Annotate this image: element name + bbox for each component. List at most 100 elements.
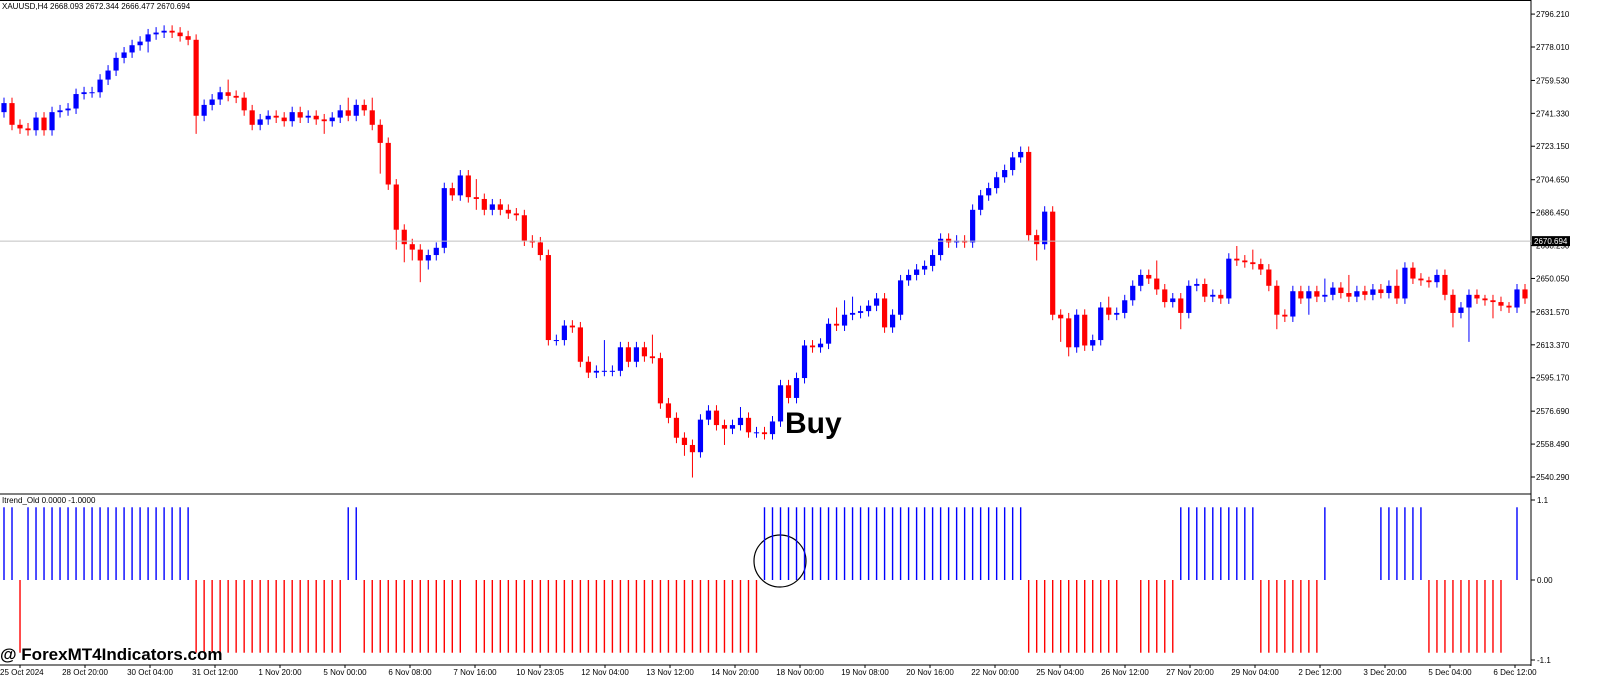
candle-body xyxy=(81,92,87,95)
candle-body xyxy=(569,325,575,328)
candle-body xyxy=(665,403,672,418)
candle-body xyxy=(1434,274,1440,283)
y-tick-label: 2613.370 xyxy=(1536,341,1570,350)
x-tick-label: 27 Nov 20:00 xyxy=(1166,668,1214,677)
candle-body xyxy=(1,103,7,113)
candle-body xyxy=(1130,285,1136,301)
candle-body xyxy=(1258,264,1264,270)
current-price-box xyxy=(1532,236,1570,247)
candle-body xyxy=(593,370,599,373)
candle-body xyxy=(217,92,223,100)
candle-body xyxy=(25,128,31,131)
x-tick-label: 12 Nov 04:00 xyxy=(581,668,629,677)
candle-body xyxy=(1522,289,1528,299)
candle-body xyxy=(313,115,319,120)
candle-body xyxy=(481,198,487,210)
x-tick-label: 14 Nov 20:00 xyxy=(711,668,759,677)
candle-body xyxy=(777,385,784,422)
candle-body xyxy=(857,311,864,313)
candle-body xyxy=(889,314,896,328)
candle-body xyxy=(1170,298,1176,303)
candle-body xyxy=(409,244,415,250)
candle-body xyxy=(673,417,680,438)
candle-body xyxy=(609,370,615,372)
candle-body xyxy=(505,209,511,214)
candle-body xyxy=(1514,289,1520,308)
x-tick-label: 22 Nov 00:00 xyxy=(971,668,1019,677)
candle-body xyxy=(1306,291,1312,299)
candle-body xyxy=(617,347,624,371)
candle-body xyxy=(417,249,423,261)
candle-body xyxy=(41,117,47,131)
candle-body xyxy=(257,119,263,125)
candle-body xyxy=(1466,294,1472,308)
candle-body xyxy=(89,92,95,94)
x-tick-label: 31 Oct 12:00 xyxy=(192,668,238,677)
candle-body xyxy=(657,358,664,404)
candle-body xyxy=(561,325,567,341)
candle-body xyxy=(994,177,1000,189)
candle-body xyxy=(833,323,840,326)
candle-body xyxy=(785,385,792,398)
y-tick-label: 2796.210 xyxy=(1536,10,1570,19)
candle-body xyxy=(321,119,327,122)
candle-body xyxy=(385,142,391,185)
candle-body xyxy=(233,95,239,98)
candle-body xyxy=(849,312,856,315)
candle-body xyxy=(209,99,215,105)
candle-body xyxy=(729,425,736,429)
candle-body xyxy=(841,314,848,326)
x-tick-label: 18 Nov 00:00 xyxy=(776,668,824,677)
indicator-tick-label: 1.1 xyxy=(1537,496,1549,505)
candle-body xyxy=(1322,294,1328,297)
x-tick-label: 2 Dec 12:00 xyxy=(1298,668,1342,677)
current-price-label: 2670.694 xyxy=(1534,237,1568,246)
candle-body xyxy=(457,175,463,196)
candle-body xyxy=(489,204,495,210)
watermark: @ ForexMT4Indicators.com xyxy=(0,645,223,664)
candle-body xyxy=(401,229,407,245)
candle-body xyxy=(1474,294,1480,299)
x-tick-label: 5 Dec 04:00 xyxy=(1428,668,1472,677)
candle-body xyxy=(1194,283,1200,286)
candle-body xyxy=(433,247,439,256)
candle-body xyxy=(801,345,808,379)
marks: 2796.210 2778.010 2759.530 2741.330 2723.150… xyxy=(0,10,1570,677)
candle-body xyxy=(633,347,640,362)
candle-body xyxy=(241,97,247,111)
candle-body xyxy=(1290,291,1296,317)
candle-body xyxy=(1098,307,1104,341)
x-tick-label: 1 Nov 20:00 xyxy=(258,668,302,677)
candle-body xyxy=(1242,260,1248,263)
candle-body xyxy=(1138,274,1144,286)
candle-body xyxy=(970,209,976,243)
candle-body xyxy=(545,255,551,341)
candle-body xyxy=(681,437,688,445)
candle-body xyxy=(946,238,952,243)
candle-body xyxy=(369,110,375,125)
x-tick-label: 6 Dec 12:00 xyxy=(1493,668,1537,677)
candle-body xyxy=(33,117,39,131)
candle-body xyxy=(273,115,279,118)
candle-body xyxy=(1146,274,1152,279)
candle-body xyxy=(345,110,351,116)
candle-body xyxy=(1498,302,1504,306)
candle-body xyxy=(1346,293,1352,297)
candle-body xyxy=(193,39,199,116)
candle-body xyxy=(978,195,984,210)
candle-body xyxy=(449,188,455,196)
candle-body xyxy=(1250,262,1256,265)
candle-body xyxy=(281,117,287,122)
candle-body xyxy=(129,45,135,53)
y-tick-label: 2631.570 xyxy=(1536,308,1570,317)
candle-body xyxy=(809,345,816,348)
candle-body xyxy=(1338,287,1344,294)
candle-body xyxy=(1106,307,1112,315)
candle-body xyxy=(225,92,231,96)
candle-body xyxy=(1418,278,1424,281)
candle-body xyxy=(265,115,271,120)
candle-body xyxy=(1362,291,1368,295)
candle-body xyxy=(577,327,583,362)
candle-body xyxy=(1226,258,1232,299)
candle-body xyxy=(1154,278,1160,290)
